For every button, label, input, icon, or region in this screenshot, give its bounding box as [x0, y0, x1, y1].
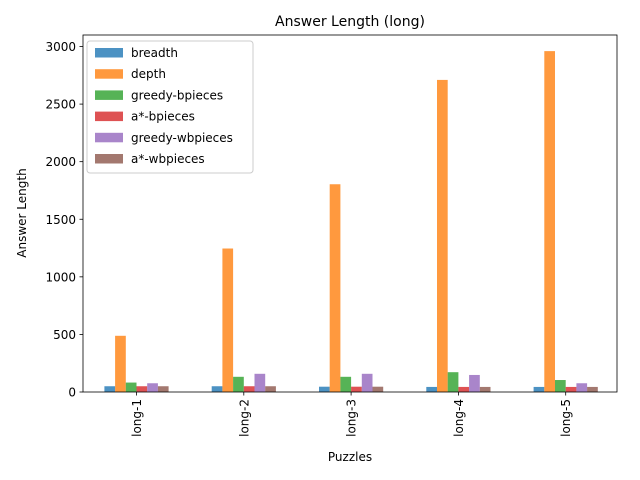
- y-tick-label: 1500: [45, 213, 76, 227]
- legend-label: depth: [131, 67, 166, 81]
- bar-a-bpieces-long-5: [565, 386, 577, 392]
- legend-label: a*-wbpieces: [131, 152, 205, 166]
- y-axis: 0 500 1000 1500 2000 2500 3000: [45, 40, 83, 400]
- y-tick-label: 1000: [45, 270, 76, 284]
- bar-greedy-wbpieces-long-2: [254, 373, 266, 392]
- bar-depth-long-4: [437, 79, 448, 392]
- bar-depth-long-1: [115, 335, 126, 392]
- y-tick-label: 2000: [45, 155, 76, 169]
- legend-swatch: [95, 111, 123, 122]
- bar-a-wbpieces-long-2: [265, 386, 276, 392]
- bar-a-bpieces-long-4: [458, 386, 470, 392]
- bar-depth-long-5: [544, 51, 555, 393]
- bar-greedy-wbpieces-long-3: [361, 373, 373, 392]
- bar-greedy-bpieces-long-3: [340, 376, 352, 392]
- bar-greedy-wbpieces-long-4: [469, 374, 480, 392]
- y-tick-label: 500: [53, 328, 76, 342]
- bar-breadth-long-5: [533, 386, 545, 392]
- x-tick-label: long-3: [345, 399, 359, 437]
- bar-greedy-bpieces-long-1: [125, 382, 137, 392]
- x-tick-label: long-2: [237, 399, 251, 437]
- bar-breadth-long-1: [104, 386, 116, 392]
- bar-depth-long-2: [222, 248, 234, 392]
- x-tick-label: long-1: [130, 399, 144, 437]
- legend-label: breadth: [131, 46, 178, 60]
- legend-label: greedy-bpieces: [131, 88, 223, 102]
- legend-swatch: [95, 69, 123, 79]
- y-axis-title: Answer Length: [15, 168, 29, 257]
- legend-box: [86, 40, 254, 174]
- bar-a-wbpieces-long-1: [157, 386, 169, 392]
- chart-title: Answer Length (long): [275, 14, 425, 30]
- bar-a-bpieces-long-3: [351, 386, 362, 392]
- bar-a-bpieces-long-1: [136, 386, 148, 392]
- y-tick-label: 3000: [45, 40, 76, 54]
- plot-frame: [82, 34, 618, 393]
- legend-swatch: [95, 132, 123, 143]
- x-tick-label: long-5: [559, 399, 573, 437]
- bar-breadth-long-4: [426, 386, 437, 392]
- bar-depth-long-3: [329, 184, 341, 392]
- bar-greedy-bpieces-long-5: [555, 380, 566, 392]
- bar-a-wbpieces-long-3: [372, 386, 384, 392]
- bars-group: [104, 51, 598, 393]
- x-tick-label: long-4: [452, 399, 466, 437]
- bar-a-wbpieces-long-5: [587, 386, 598, 392]
- bar-breadth-long-2: [211, 386, 223, 392]
- legend-swatch: [95, 48, 123, 58]
- bar-a-wbpieces-long-4: [479, 386, 491, 392]
- bar-greedy-wbpieces-long-1: [147, 383, 158, 392]
- bar-greedy-bpieces-long-4: [447, 372, 459, 392]
- bar-greedy-wbpieces-long-5: [576, 383, 588, 392]
- bar-greedy-bpieces-long-2: [233, 376, 244, 392]
- legend: breadth depth greedy-bpieces a*-bpieces gree…: [86, 40, 254, 174]
- legend-label: a*-bpieces: [131, 110, 195, 124]
- x-axis-title: Puzzles: [328, 450, 372, 464]
- bar-a-bpieces-long-2: [243, 386, 255, 392]
- legend-label: greedy-wbpieces: [131, 131, 233, 145]
- legend-swatch: [95, 90, 123, 100]
- y-tick-label: 2500: [45, 98, 76, 112]
- legend-swatch: [95, 154, 123, 164]
- bar-breadth-long-3: [319, 386, 330, 392]
- y-tick-label: 0: [68, 386, 76, 400]
- x-axis: long-1 long-2 long-3 long-4 long-5: [130, 392, 573, 437]
